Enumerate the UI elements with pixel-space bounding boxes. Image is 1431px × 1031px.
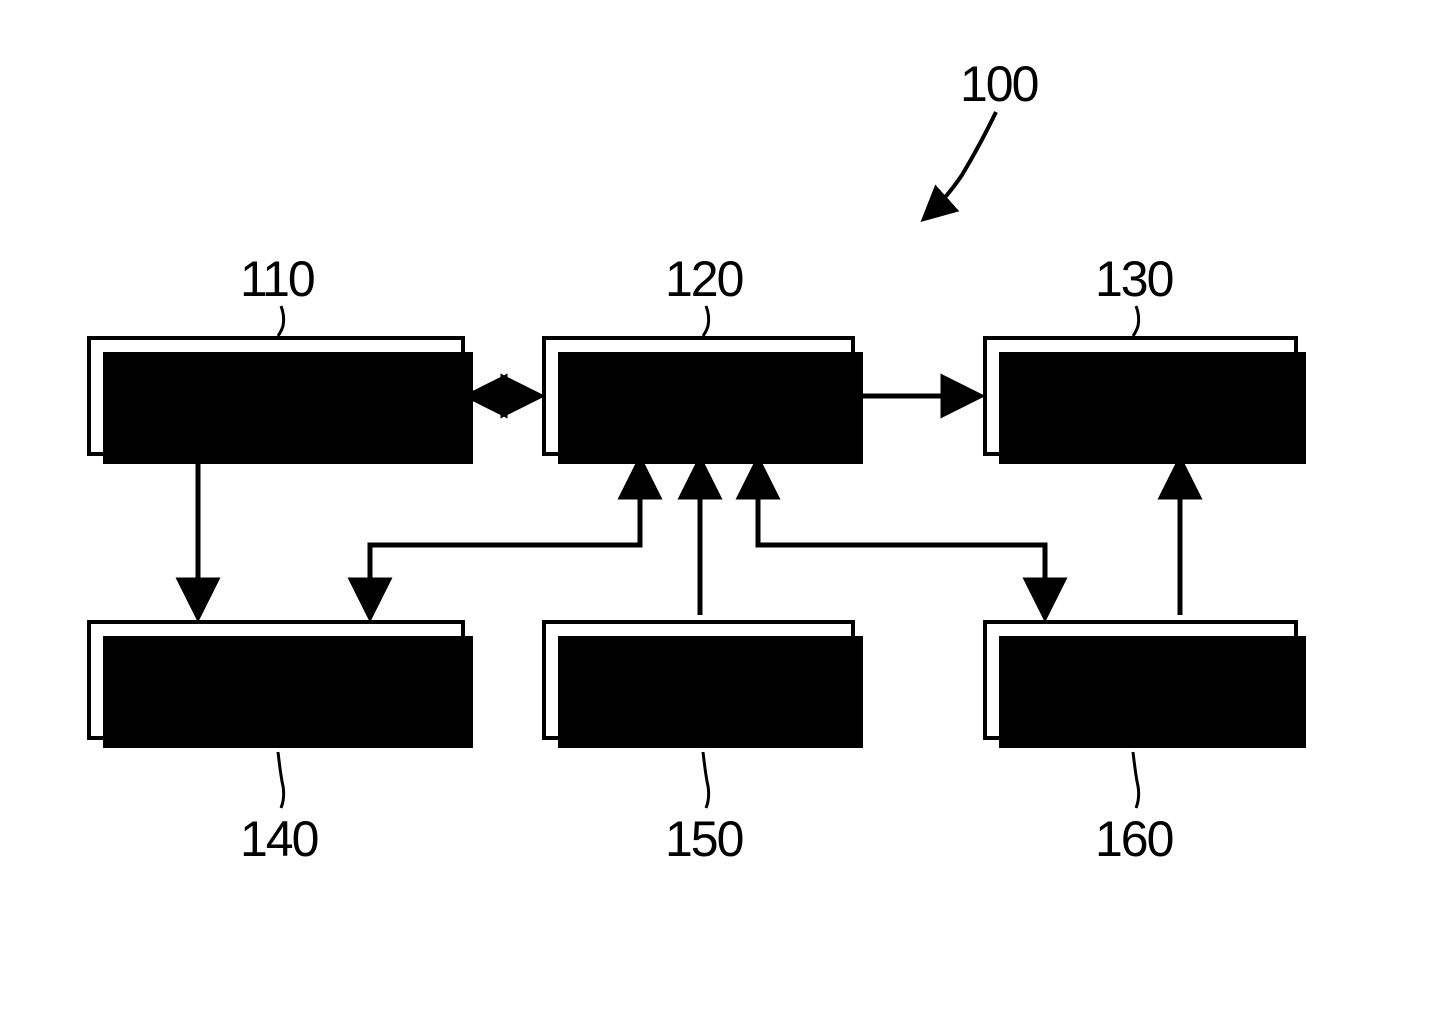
num-display: 130	[1095, 250, 1172, 308]
block-storage: STORAGE UNIT	[87, 620, 465, 740]
block-sensor: SENSOR	[542, 620, 855, 740]
num-photographing: 110	[240, 250, 314, 308]
block-graphic-label: GRAPHICPROCESSOR	[1024, 639, 1258, 721]
block-photographing-label: PHOTOGRAPHINGUNIT	[114, 355, 438, 437]
num-sensor: 150	[665, 810, 742, 868]
block-photographing: PHOTOGRAPHINGUNIT	[87, 336, 465, 456]
num-storage: 140	[240, 810, 317, 868]
diagram-stage: 110 120 130 100 140 150 160 PHOTOGRAPHIN…	[0, 0, 1431, 1031]
block-display: DISPLAY UNIT	[983, 336, 1298, 456]
num-graphic: 160	[1095, 810, 1172, 868]
block-controller-label: CONTROLLER	[574, 375, 824, 416]
block-display-label: DISPLAY UNIT	[1018, 375, 1262, 416]
block-sensor-label: SENSOR	[621, 659, 775, 700]
block-storage-label: STORAGE UNIT	[140, 659, 412, 700]
block-graphic: GRAPHICPROCESSOR	[983, 620, 1298, 740]
block-controller: CONTROLLER	[542, 336, 855, 456]
connectors	[0, 0, 1431, 1031]
num-system: 100	[960, 55, 1037, 113]
num-controller: 120	[665, 250, 742, 308]
